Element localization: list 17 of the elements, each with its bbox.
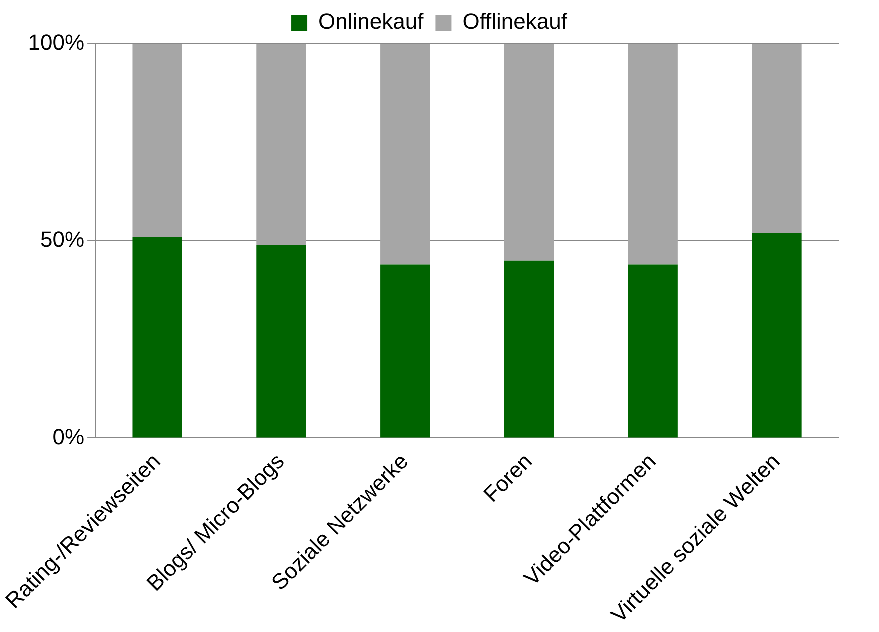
y-tick-label: 0% bbox=[52, 424, 85, 450]
legend-label: Onlinekauf bbox=[318, 9, 425, 34]
bar bbox=[752, 233, 802, 438]
bar bbox=[628, 264, 678, 438]
bar bbox=[256, 245, 306, 438]
y-tick-label: 50% bbox=[40, 227, 85, 252]
legend-label: Offlinekauf bbox=[462, 9, 568, 34]
bar bbox=[132, 237, 182, 438]
bar bbox=[132, 44, 182, 238]
bar bbox=[504, 44, 554, 261]
bar bbox=[380, 264, 430, 438]
bar bbox=[752, 44, 802, 234]
bar bbox=[504, 260, 554, 438]
bar bbox=[256, 44, 306, 246]
bar bbox=[380, 44, 430, 265]
y-tick-label: 100% bbox=[28, 30, 85, 56]
bar bbox=[628, 44, 678, 265]
